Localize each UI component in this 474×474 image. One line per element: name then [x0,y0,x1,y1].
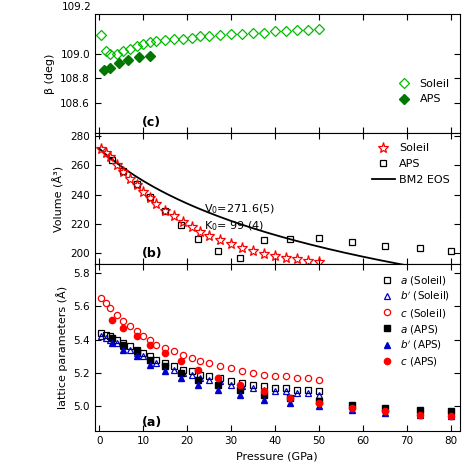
X-axis label: Pressure (GPa): Pressure (GPa) [237,452,318,462]
Y-axis label: lattice parameters (Å): lattice parameters (Å) [56,286,68,410]
Legend: $a$ (Soleil), $b'$ (Soleil), $c$ (Soleil), $a$ (APS), $b'$ (APS), $c$ (APS): $a$ (Soleil), $b'$ (Soleil), $c$ (Soleil… [372,270,455,373]
Text: V$_0$=271.6(5): V$_0$=271.6(5) [204,202,275,216]
Legend: Soleil, APS, BM2 EOS: Soleil, APS, BM2 EOS [368,139,454,189]
Text: (b): (b) [142,246,163,260]
Text: (a): (a) [142,416,163,429]
Text: 109.2: 109.2 [62,2,91,12]
Text: (c): (c) [142,116,161,129]
Y-axis label: β (deg): β (deg) [45,54,55,94]
Text: K$_0$= 99 (4): K$_0$= 99 (4) [204,219,264,233]
Y-axis label: Volume (Å³): Volume (Å³) [53,166,64,232]
Legend: Soleil, APS: Soleil, APS [389,74,454,109]
